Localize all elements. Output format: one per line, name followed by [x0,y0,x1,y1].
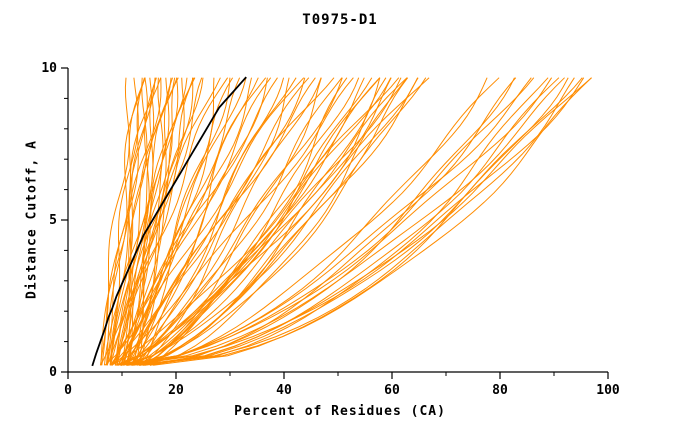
model-curve [109,77,139,366]
model-curve [139,77,500,366]
model-curve [133,77,408,366]
y-axis-label: Distance Cutoff, A [24,140,40,299]
model-curve [110,77,400,366]
model-curve [132,77,575,366]
x-tick-label: 0 [64,383,72,398]
model-curve [132,77,532,366]
model-curve [111,77,354,366]
y-tick-label: 0 [49,365,57,380]
model-curve [137,77,365,366]
model-curves [91,76,592,367]
x-tick-label: 80 [492,383,508,398]
x-tick-label: 40 [276,383,292,398]
model-curve [120,77,553,366]
model-curve [139,77,560,366]
model-curve [116,77,221,366]
model-curve [144,77,549,366]
model-curve [103,77,162,366]
model-curve [104,77,252,366]
model-curve [99,77,130,366]
model-curve [131,77,306,366]
model-curve [115,77,155,366]
model-curve [111,77,278,366]
model-curve [128,77,157,366]
y-tick-label: 10 [41,61,57,76]
model-curve [128,77,565,366]
model-curve [100,77,203,366]
model-curve [106,77,146,366]
model-curve [131,77,343,366]
model-curve [122,77,267,366]
model-curve [149,77,517,366]
model-curve [120,77,585,366]
model-curve [100,77,162,366]
model-curve [142,77,419,366]
highlight-curve [91,76,247,367]
model-curve [144,77,408,366]
model-curve [127,77,427,366]
model-curve [139,77,592,366]
x-axis-label: Percent of Residues (CA) [234,404,446,419]
model-curve [120,77,392,366]
model-curve [142,77,322,366]
model-curve [130,77,268,366]
model-curve [112,77,195,366]
model-curve [126,77,392,366]
x-tick-label: 60 [384,383,400,398]
model-curve [127,77,241,366]
model-curve [106,77,179,366]
model-curve [109,77,247,366]
model-curve [117,77,305,366]
x-tick-label: 100 [596,383,620,398]
model-curve [116,77,535,366]
model-curve [116,77,178,366]
chart-title: T0975-D1 [302,12,378,28]
model-curve [117,77,343,366]
model-curve [142,77,290,366]
model-curve [116,77,194,366]
model-curve [111,77,316,366]
model-curve [120,77,488,366]
model-curve [132,77,164,366]
axes: 0 20 40 60 80 100 0 5 10 [41,61,620,398]
model-curve [127,77,335,366]
model-curve [150,77,381,366]
model-curve [142,77,360,366]
x-tick-label: 20 [168,383,184,398]
model-curve [117,77,430,366]
model-curve [127,77,297,366]
y-tick-label: 5 [49,213,57,228]
model-curve [106,77,229,366]
